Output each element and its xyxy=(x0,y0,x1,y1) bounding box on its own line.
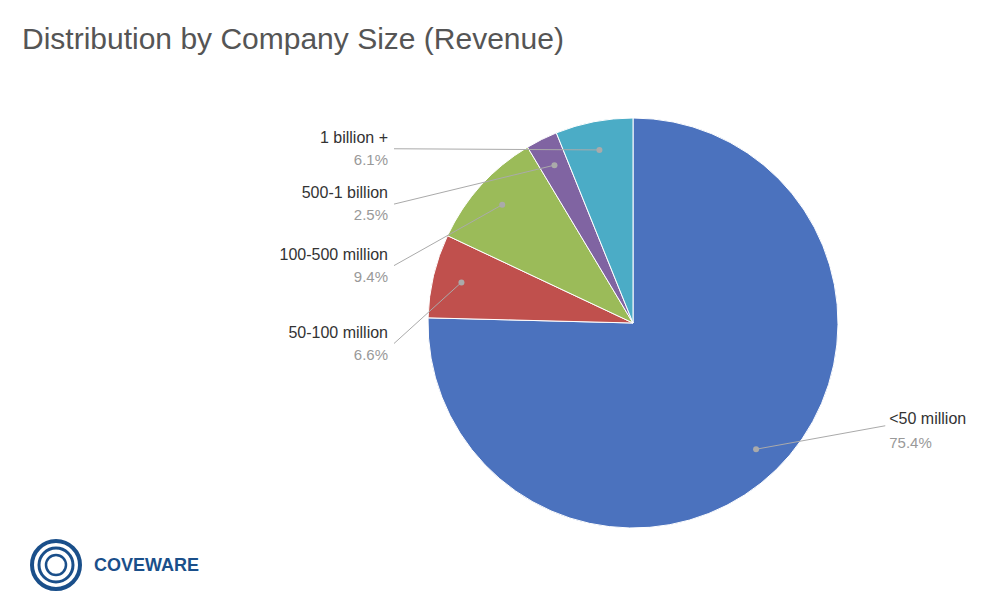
html-text:COVEWARE: COVEWARE xyxy=(94,554,199,575)
svg-text:2.5%: 2.5% xyxy=(354,206,388,223)
svg-text:9.4%: 9.4% xyxy=(354,268,388,285)
svg-text:<50 million: <50 million xyxy=(889,410,966,427)
svg-text:6.1%: 6.1% xyxy=(354,151,388,168)
svg-text:50-100 million: 50-100 million xyxy=(288,324,388,341)
svg-text:6.6%: 6.6% xyxy=(354,346,388,363)
svg-text:75.4%: 75.4% xyxy=(889,434,932,451)
svg-text:500-1 billion: 500-1 billion xyxy=(302,184,388,201)
html-text:Distribution by Company Size (: Distribution by Company Size (Revenue) xyxy=(22,22,564,55)
svg-text:1 billion +: 1 billion + xyxy=(320,129,388,146)
svg-text:100-500 million: 100-500 million xyxy=(279,246,388,263)
